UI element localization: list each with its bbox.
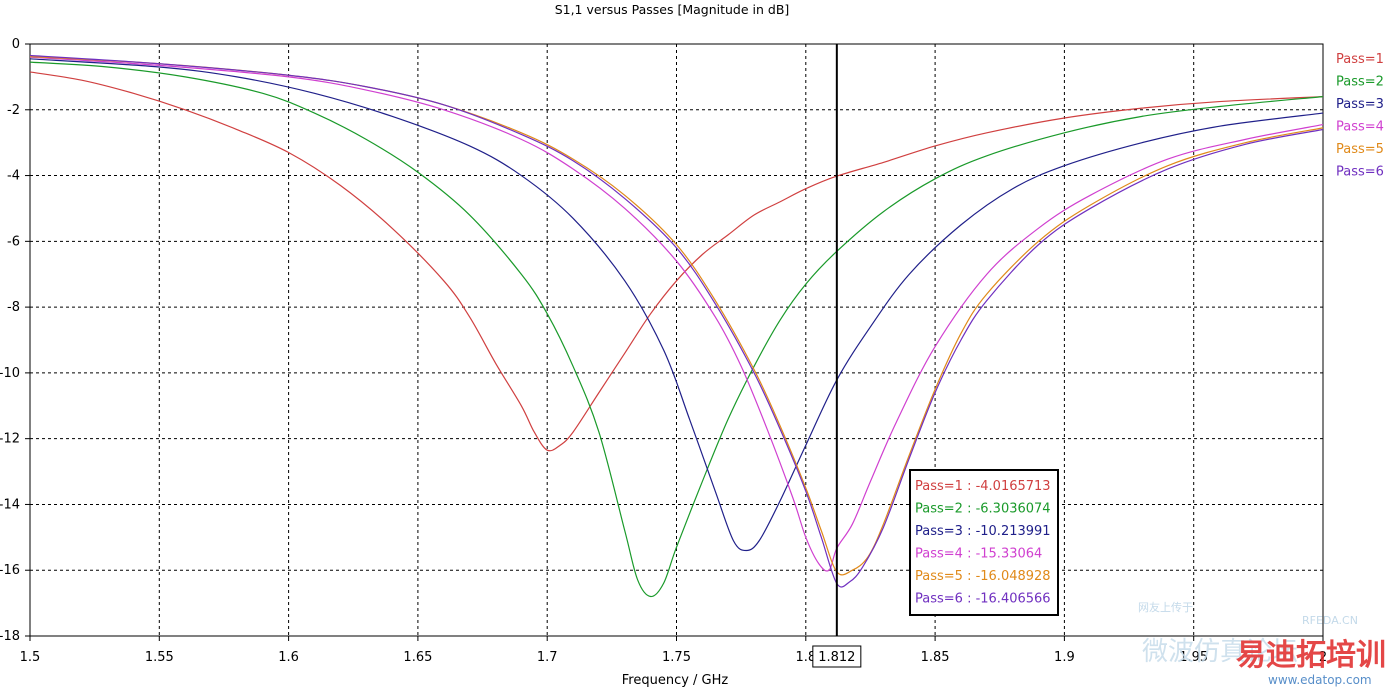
readout-entry-pass-3: Pass=3 : -10.213991 [915, 524, 1051, 539]
legend-entry-pass-1: Pass=1 [1336, 52, 1384, 67]
y-tick-label: -2 [7, 103, 20, 118]
chart-title: S1,1 versus Passes [Magnitude in dB] [555, 2, 790, 17]
readout-entry-pass-1: Pass=1 : -4.0165713 [915, 479, 1051, 494]
x-tick-label: 1.55 [145, 650, 174, 665]
legend-entry-pass-3: Pass=3 [1336, 97, 1384, 112]
axis-ticks: 1.5 1.55 1.6 1.65 1.7 1.75 1.8 1.85 1.9 1.95 2 0 -2 -… [0, 37, 1327, 665]
y-tick-label: -14 [0, 497, 20, 512]
watermark-brand: 易迪拓培训 [1236, 638, 1386, 673]
watermark-site: www.edatop.com [1268, 673, 1372, 687]
y-tick-label: -8 [7, 300, 20, 315]
series-line-pass-6 [29, 54, 1324, 588]
y-tick-label: -18 [0, 629, 20, 644]
marker-value-box: 1.812 [812, 645, 862, 668]
y-tick-label: -4 [7, 169, 20, 184]
readout-entry-pass-6: Pass=6 : -16.406566 [915, 592, 1051, 607]
series-line-pass-1 [29, 71, 1324, 452]
readout-entry-pass-5: Pass=5 : -16.048928 [915, 569, 1051, 584]
x-tick-label: 1.85 [921, 650, 950, 665]
readout-entry-pass-4: Pass=4 : -15.33064 [915, 547, 1042, 562]
x-tick-label: 1.7 [537, 650, 558, 665]
legend-entry-pass-2: Pass=2 [1336, 75, 1384, 90]
y-tick-label: -6 [7, 234, 20, 249]
x-tick-label: 1.6 [278, 650, 299, 665]
x-tick-label: 1.8 [795, 650, 816, 665]
y-tick-label: -12 [0, 432, 20, 447]
x-tick-label: 1.5 [20, 650, 41, 665]
x-tick-label: 1.9 [1054, 650, 1075, 665]
marker-readout-box: Pass=1 : -4.0165713 Pass=2 : -6.3036074 Pa… [909, 469, 1059, 616]
legend-entry-pass-6: Pass=6 [1336, 165, 1384, 180]
watermark-sub-text: 微波仿真论坛 [1142, 637, 1298, 667]
x-tick-label: 2 [1319, 650, 1327, 665]
y-tick-label: 0 [12, 37, 20, 52]
series-line-pass-4 [29, 56, 1324, 572]
legend: Pass=1 Pass=2 Pass=3 Pass=4 Pass=5 Pass=6 [1336, 52, 1384, 180]
x-tick-label: 1.65 [403, 650, 432, 665]
watermark-small-text: 网友上传于 [1138, 600, 1193, 614]
legend-entry-pass-5: Pass=5 [1336, 142, 1384, 157]
watermark-rfeda: RFEDA.CN [1302, 614, 1358, 627]
watermark: 网友上传于 RFEDA.CN 微波仿真论坛 易迪拓培训 www.edatop.c… [1138, 600, 1386, 687]
grid-lines [30, 44, 1323, 636]
plot-frame [29, 43, 1324, 637]
readout-entry-pass-2: Pass=2 : -6.3036074 [915, 502, 1051, 517]
series-line-pass-2 [29, 61, 1324, 598]
series-line-pass-3 [29, 58, 1324, 552]
y-tick-label: -16 [0, 563, 20, 578]
legend-entry-pass-4: Pass=4 [1336, 120, 1384, 135]
y-tick-label: -10 [0, 366, 20, 381]
series-lines [29, 54, 1324, 598]
marker-value-label: 1.812 [818, 650, 855, 665]
x-axis-label: Frequency / GHz [622, 673, 729, 688]
x-tick-label: 1.95 [1179, 650, 1208, 665]
x-tick-label: 1.75 [662, 650, 691, 665]
